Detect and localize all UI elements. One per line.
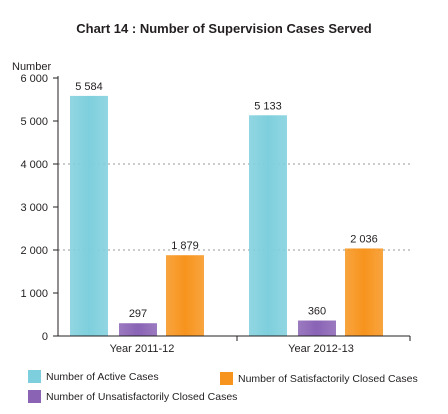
bar-active-2	[249, 115, 287, 336]
chart-title: Chart 14 : Number of Supervision Cases S…	[76, 21, 372, 36]
legend-label: Number of Active Cases	[46, 371, 159, 383]
data-label: 2 036	[350, 233, 378, 245]
bar-active-1	[70, 95, 108, 336]
category-label: Year 2011-12	[110, 343, 175, 355]
y-tick-label: 2 000	[20, 245, 48, 257]
category-label: Year 2012-13	[288, 343, 354, 355]
y-axis-label: Number	[12, 61, 51, 73]
data-label: 5 133	[254, 100, 282, 112]
y-axis-ticks: 0 1 000 2 000 3 000 4 000 5 000 6 000	[20, 73, 58, 343]
y-tick-label: 5 000	[20, 116, 48, 128]
data-label: 297	[129, 308, 147, 320]
data-labels: 5 584 297 1 879 5 133 360 2 036	[75, 81, 378, 320]
bar-satisfactory-2	[345, 248, 383, 336]
legend-label: Number of Satisfactorily Closed Cases	[238, 373, 418, 385]
data-label: 360	[308, 306, 326, 318]
y-tick-label: 4 000	[20, 159, 48, 171]
data-label: 1 879	[171, 240, 199, 252]
bar-unsatisfactory-1	[119, 323, 157, 336]
bar-satisfactory-1	[166, 255, 204, 336]
legend-swatch	[28, 390, 41, 403]
legend: Number of Active Cases Number of Satisfac…	[28, 370, 418, 403]
data-label: 5 584	[75, 81, 103, 93]
legend-swatch	[28, 370, 41, 383]
y-tick-label: 0	[42, 331, 48, 343]
bar-unsatisfactory-2	[298, 320, 336, 336]
legend-label: Number of Unsatisfactorily Closed Cases	[46, 391, 237, 403]
bars	[70, 95, 383, 336]
y-tick-label: 6 000	[20, 73, 48, 85]
grid-lines	[58, 163, 410, 251]
x-axis-categories: Year 2011-12 Year 2012-13	[110, 343, 354, 355]
axes	[57, 76, 411, 341]
y-tick-label: 1 000	[20, 288, 48, 300]
legend-swatch	[220, 372, 233, 385]
y-tick-label: 3 000	[20, 202, 48, 214]
